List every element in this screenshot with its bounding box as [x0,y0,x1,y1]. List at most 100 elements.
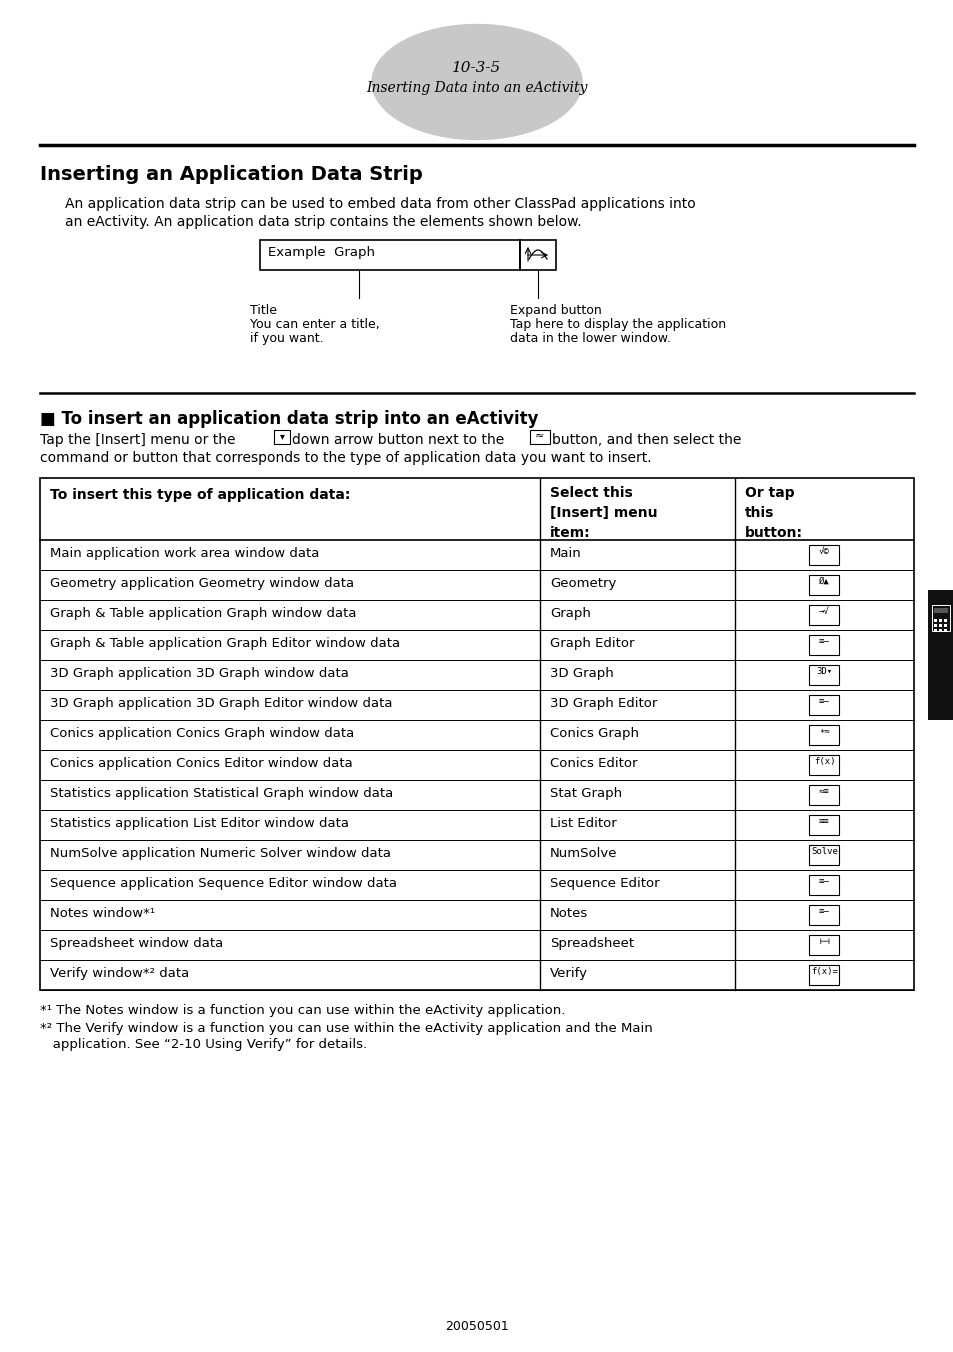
Bar [809,875,839,895]
Text: f(x): f(x) [813,757,835,767]
Text: if you want.: if you want. [250,333,323,345]
Text: 3D▾: 3D▾ [816,667,832,676]
Bar [260,241,519,270]
Bar [809,635,839,654]
Text: ▾: ▾ [279,431,284,441]
Text: Verify: Verify [550,967,587,980]
Text: application. See “2-10 Using Verify” for details.: application. See “2-10 Using Verify” for… [40,1038,367,1051]
Text: Statistics application List Editor window data: Statistics application List Editor windo… [50,817,349,830]
Text: ≈: ≈ [535,431,544,441]
Text: NumSolve: NumSolve [550,846,617,860]
Text: ≈≡: ≈≡ [819,787,829,796]
Text: ≡—: ≡— [819,877,829,886]
Text: NumSolve application Numeric Solver window data: NumSolve application Numeric Solver wind… [50,846,391,860]
Bar [530,430,550,443]
Text: Spreadsheet: Spreadsheet [550,937,634,950]
Text: Graph Editor: Graph Editor [550,637,634,650]
Bar [809,665,839,685]
Bar [943,619,946,622]
Bar [809,965,839,986]
Bar [943,629,946,631]
Ellipse shape [372,24,581,139]
Text: ∗≈: ∗≈ [819,727,829,735]
Text: Expand button: Expand button [510,304,601,316]
Text: Conics application Conics Editor window data: Conics application Conics Editor window … [50,757,353,771]
Text: 3D Graph application 3D Graph Editor window data: 3D Graph application 3D Graph Editor win… [50,698,392,710]
Bar [933,629,936,631]
Text: Conics application Conics Graph window data: Conics application Conics Graph window d… [50,727,354,740]
Text: *² The Verify window is a function you can use within the eActivity application : *² The Verify window is a function you c… [40,1022,652,1036]
Text: √©: √© [819,548,829,556]
Text: Notes window*¹: Notes window*¹ [50,907,155,919]
Text: Example  Graph: Example Graph [268,246,375,260]
Text: Verify window*² data: Verify window*² data [50,967,189,980]
Text: Title: Title [250,304,276,316]
Bar [933,608,947,612]
Text: Geometry: Geometry [550,577,616,589]
Bar [809,604,839,625]
Bar [938,619,941,622]
Bar [938,629,941,631]
Bar [938,625,941,627]
Bar [809,754,839,775]
Text: Graph & Table application Graph window data: Graph & Table application Graph window d… [50,607,356,621]
Text: Geometry application Geometry window data: Geometry application Geometry window dat… [50,577,354,589]
Text: Stat Graph: Stat Graph [550,787,621,800]
Text: ≡—: ≡— [819,637,829,646]
Text: down arrow button next to the: down arrow button next to the [292,433,504,448]
Bar [809,845,839,865]
Text: List Editor: List Editor [550,817,616,830]
Bar [809,545,839,565]
Text: Sequence application Sequence Editor window data: Sequence application Sequence Editor win… [50,877,396,890]
Text: *¹ The Notes window is a function you can use within the eActivity application.: *¹ The Notes window is a function you ca… [40,1005,565,1017]
Text: ≡—: ≡— [819,698,829,706]
Text: Main: Main [550,548,581,560]
Text: Conics Graph: Conics Graph [550,727,639,740]
Text: ≡—: ≡— [819,907,829,917]
Bar [40,479,913,990]
Bar [933,625,936,627]
Text: Main application work area window data: Main application work area window data [50,548,319,560]
Text: 20050501: 20050501 [445,1320,508,1333]
Text: Inserting an Application Data Strip: Inserting an Application Data Strip [40,165,422,184]
Bar [931,604,949,631]
Text: an eActivity. An application data strip contains the elements shown below.: an eActivity. An application data strip … [65,215,581,228]
Text: 3D Graph application 3D Graph window data: 3D Graph application 3D Graph window dat… [50,667,349,680]
Text: Select this
[Insert] menu
item:: Select this [Insert] menu item: [550,485,657,539]
Text: Solve: Solve [810,846,837,856]
Text: Tap here to display the application: Tap here to display the application [510,318,725,331]
Text: Notes: Notes [550,907,588,919]
Text: ⊢⊣: ⊢⊣ [819,937,829,946]
Text: To insert this type of application data:: To insert this type of application data: [50,488,350,502]
Text: Tap the [Insert] menu or the: Tap the [Insert] menu or the [40,433,235,448]
Bar [809,815,839,836]
Bar [809,904,839,925]
Text: Conics Editor: Conics Editor [550,757,637,771]
Text: f(x)=: f(x)= [810,967,837,976]
Bar [809,936,839,955]
Bar [809,695,839,715]
Bar [933,619,936,622]
Text: You can enter a title,: You can enter a title, [250,318,379,331]
Text: Inserting Data into an eActivity: Inserting Data into an eActivity [366,81,587,95]
Text: data in the lower window.: data in the lower window. [510,333,670,345]
Text: An application data strip can be used to embed data from other ClassPad applicat: An application data strip can be used to… [65,197,695,211]
Text: Or tap
this
button:: Or tap this button: [744,485,802,539]
Text: Ø▲: Ø▲ [819,577,829,585]
Bar [809,575,839,595]
Text: Graph: Graph [550,607,590,621]
Text: ■ To insert an application data strip into an eActivity: ■ To insert an application data strip in… [40,410,537,429]
Bar [809,725,839,745]
Bar [809,786,839,804]
Text: Statistics application Statistical Graph window data: Statistics application Statistical Graph… [50,787,393,800]
Text: 3D Graph Editor: 3D Graph Editor [550,698,657,710]
Bar [927,589,953,721]
Text: Spreadsheet window data: Spreadsheet window data [50,937,223,950]
Text: 10-3-5: 10-3-5 [452,61,501,74]
Text: ≡≡: ≡≡ [819,817,829,826]
Text: button, and then select the: button, and then select the [552,433,740,448]
Text: Graph & Table application Graph Editor window data: Graph & Table application Graph Editor w… [50,637,399,650]
Text: command or button that corresponds to the type of application data you want to i: command or button that corresponds to th… [40,452,651,465]
Bar [274,430,290,443]
Text: 3D Graph: 3D Graph [550,667,613,680]
